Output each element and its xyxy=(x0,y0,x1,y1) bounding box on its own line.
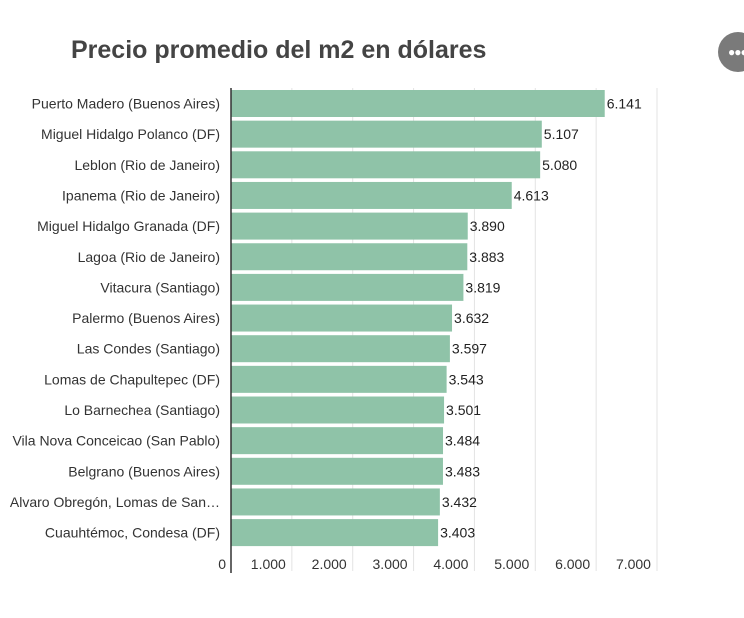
category-label: Belgrano (Buenos Aires) xyxy=(68,463,220,479)
category-label: Palermo (Buenos Aires) xyxy=(72,310,220,326)
bar xyxy=(231,396,445,424)
x-tick-label: 2.000 xyxy=(312,556,347,572)
category-label: Puerto Madero (Buenos Aires) xyxy=(32,96,220,112)
category-label: Ipanema (Rio de Janeiro) xyxy=(62,187,220,203)
x-tick-label: 6.000 xyxy=(555,556,590,572)
value-label: 3.819 xyxy=(465,279,500,295)
category-label: Lomas de Chapultepec (DF) xyxy=(44,371,220,387)
bar xyxy=(231,488,440,516)
bar xyxy=(231,304,453,332)
value-label: 3.597 xyxy=(452,341,487,357)
category-label: Miguel Hidalgo Polanco (DF) xyxy=(41,126,220,142)
bar xyxy=(231,151,541,179)
x-tick-label: 5.000 xyxy=(494,556,529,572)
bar xyxy=(231,335,450,363)
category-label: Las Condes (Santiago) xyxy=(77,341,220,357)
value-label: 3.883 xyxy=(469,249,504,265)
bar xyxy=(231,457,443,485)
x-tick-label: 0 xyxy=(218,556,226,572)
category-label: Lagoa (Rio de Janeiro) xyxy=(78,249,220,265)
category-label: Lo Barnechea (Santiago) xyxy=(64,402,220,418)
chart-title: Precio promedio del m2 en dólares xyxy=(71,36,487,64)
value-label: 3.403 xyxy=(440,525,475,541)
value-label: 3.890 xyxy=(470,218,505,234)
value-label: 3.483 xyxy=(445,463,480,479)
bar xyxy=(231,427,444,455)
bar xyxy=(231,120,542,148)
x-tick-label: 3.000 xyxy=(373,556,408,572)
value-label: 3.484 xyxy=(445,433,480,449)
bar xyxy=(231,243,468,271)
x-tick-label: 4.000 xyxy=(433,556,468,572)
bar xyxy=(231,181,512,209)
value-label: 3.543 xyxy=(449,371,484,387)
value-label: 5.107 xyxy=(544,126,579,142)
bar xyxy=(231,273,464,301)
category-label: Alvaro Obregón, Lomas de San… xyxy=(10,494,220,510)
x-tick-label: 1.000 xyxy=(251,556,286,572)
chart-menu-button[interactable]: ●●● xyxy=(718,32,744,72)
value-label: 6.141 xyxy=(607,96,642,112)
category-label: Cuauhtémoc, Condesa (DF) xyxy=(45,525,220,541)
bar xyxy=(231,90,605,117)
bar xyxy=(231,212,468,240)
value-label: 4.613 xyxy=(514,187,549,203)
category-label: Vila Nova Conceicao (San Pablo) xyxy=(12,433,220,449)
x-tick-label: 7.000 xyxy=(616,556,651,572)
category-label: Vitacura (Santiago) xyxy=(100,279,220,295)
value-label: 5.080 xyxy=(542,157,577,173)
category-label: Leblon (Rio de Janeiro) xyxy=(74,157,220,173)
bar xyxy=(231,519,439,547)
value-label: 3.501 xyxy=(446,402,481,418)
value-label: 3.432 xyxy=(442,494,477,510)
more-horizontal-icon: ●●● xyxy=(728,45,744,59)
category-label: Miguel Hidalgo Granada (DF) xyxy=(37,218,220,234)
value-label: 3.632 xyxy=(454,310,489,326)
bar xyxy=(231,365,447,393)
